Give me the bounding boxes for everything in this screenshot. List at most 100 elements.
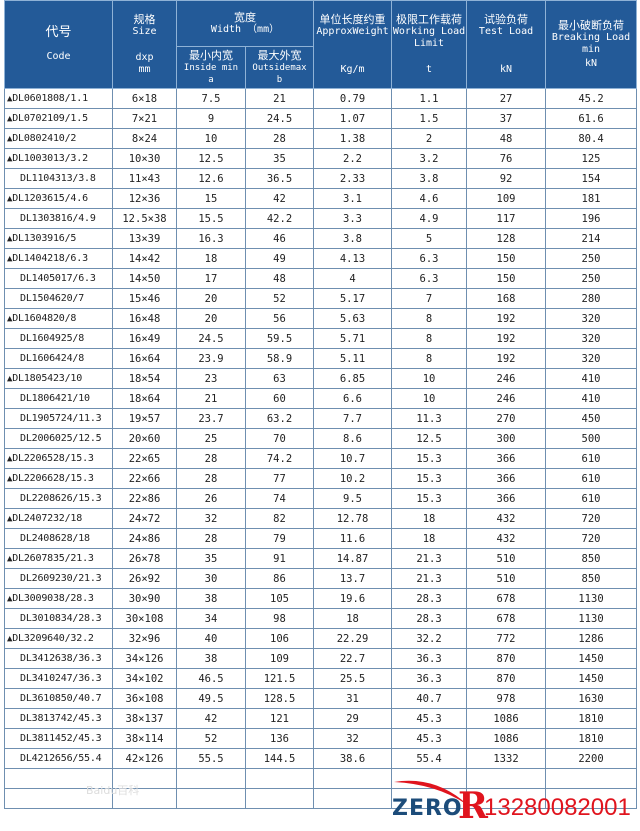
cell-wll: 28.3 xyxy=(391,588,468,609)
table-row: ▲DL2607835/21.3 26×78 35 91 14.87 21.3 510 850 xyxy=(4,548,638,569)
cell-code: DL3813742/45.3 xyxy=(4,708,113,729)
code-text: DL1104313/3.8 xyxy=(20,173,96,184)
cell-code: DL3010834/28.3 xyxy=(4,608,113,629)
cell-wll: 6.3 xyxy=(391,248,468,269)
table-row: ▲DL0702109/1.5 7×21 9 24.5 1.07 1.5 37 61.6 xyxy=(4,108,638,129)
cell-wll: 45.3 xyxy=(391,728,468,749)
triangle-mark-icon: ▲ xyxy=(7,234,13,244)
cell-b: 79 xyxy=(244,528,315,549)
cell-w: 19.6 xyxy=(313,588,393,609)
cell-b: 77 xyxy=(244,468,315,489)
cell-brk: 1450 xyxy=(545,648,638,669)
cell-brk: 45.2 xyxy=(545,88,638,109)
code-text: DL0802410/2 xyxy=(12,133,77,144)
cell-test: 366 xyxy=(466,488,547,509)
cell-size: 13×39 xyxy=(112,228,177,249)
cell-b: 105 xyxy=(244,588,315,609)
cell-size: 36×108 xyxy=(112,688,177,709)
cell-a: 21 xyxy=(176,388,246,409)
cell-w: 6.85 xyxy=(313,368,393,389)
code-text: DL2206628/15.3 xyxy=(12,473,94,484)
cell-wll: 45.3 xyxy=(391,708,468,729)
cell-size: 6×18 xyxy=(112,88,177,109)
table-row: ▲DL0601808/1.1 6×18 7.5 21 0.79 1.1 27 45.2 xyxy=(4,88,638,109)
cell-b: 70 xyxy=(244,428,315,449)
cell-w: 4 xyxy=(313,268,393,289)
code-text: DL3009038/28.3 xyxy=(12,593,94,604)
cell-b: 28 xyxy=(244,128,315,149)
header-code: 代号 Code xyxy=(4,0,113,89)
cell-test: 150 xyxy=(466,248,547,269)
cell-code: DL3610850/40.7 xyxy=(4,688,113,709)
code-text: DL1203615/4.6 xyxy=(12,193,88,204)
triangle-mark-icon: ▲ xyxy=(7,594,13,604)
cell-code: ▲DL1604820/8 xyxy=(4,308,113,329)
cell-size: 14×50 xyxy=(112,268,177,289)
cell-code: DL1405017/6.3 xyxy=(4,268,113,289)
code-text: DL3811452/45.3 xyxy=(20,733,102,744)
cell-code: DL1303816/4.9 xyxy=(4,208,113,229)
cell-size: 16×48 xyxy=(112,308,177,329)
triangle-mark-icon: ▲ xyxy=(7,454,13,464)
cell-b: 59.5 xyxy=(244,328,315,349)
cell-code: DL2408628/18 xyxy=(4,528,113,549)
header-breaking-load: 最小破断负荷 Breaking Load min kN xyxy=(545,0,638,89)
cell-w: 7.7 xyxy=(313,408,393,429)
cell-test: 1086 xyxy=(466,708,547,729)
cell-w: 5.71 xyxy=(313,328,393,349)
cell-w: 2.33 xyxy=(313,168,393,189)
phone-number: 13280082001 xyxy=(484,794,631,821)
cell-w: 12.78 xyxy=(313,508,393,529)
cell-a: 23.7 xyxy=(176,408,246,429)
cell-wll: 8 xyxy=(391,308,468,329)
cell-wll: 10 xyxy=(391,388,468,409)
cell-code: DL4212656/55.4 xyxy=(4,748,113,769)
cell-wll: 28.3 xyxy=(391,608,468,629)
logo-letter: R xyxy=(458,785,488,827)
cell-w: 38.6 xyxy=(313,748,393,769)
cell-test: 870 xyxy=(466,668,547,689)
cell-b: 63.2 xyxy=(244,408,315,429)
cell-wll: 40.7 xyxy=(391,688,468,709)
cell-w: 29 xyxy=(313,708,393,729)
table-row: ▲DL2206628/15.3 22×66 28 77 10.2 15.3 366 610 xyxy=(4,468,638,489)
cell-wll: 21.3 xyxy=(391,548,468,569)
cell-test: 366 xyxy=(466,468,547,489)
cell-test: 366 xyxy=(466,448,547,469)
cell-size: 14×42 xyxy=(112,248,177,269)
cell-size: 22×66 xyxy=(112,468,177,489)
empty-cell xyxy=(176,768,246,789)
triangle-mark-icon: ▲ xyxy=(7,514,13,524)
code-text: DL1805423/10 xyxy=(12,373,83,384)
cell-brk: 1286 xyxy=(545,628,638,649)
brand-logo: ZERO R 13280082001 xyxy=(392,778,637,828)
cell-a: 20 xyxy=(176,288,246,309)
cell-brk: 320 xyxy=(545,328,638,349)
triangle-mark-icon: ▲ xyxy=(7,154,13,164)
cell-wll: 3.2 xyxy=(391,148,468,169)
code-text: DL1604820/8 xyxy=(12,313,77,324)
cell-code: DL1905724/11.3 xyxy=(4,408,113,429)
cell-code: ▲DL3009038/28.3 xyxy=(4,588,113,609)
code-text: DL2408628/18 xyxy=(20,533,90,544)
cell-brk: 80.4 xyxy=(545,128,638,149)
empty-row xyxy=(4,768,638,789)
cell-b: 91 xyxy=(244,548,315,569)
cell-brk: 1810 xyxy=(545,708,638,729)
cell-a: 46.5 xyxy=(176,668,246,689)
cell-b: 42.2 xyxy=(244,208,315,229)
cell-w: 2.2 xyxy=(313,148,393,169)
code-text: DL1003013/3.2 xyxy=(12,153,88,164)
cell-code: DL1604925/8 xyxy=(4,328,113,349)
empty-cell xyxy=(313,768,393,789)
cell-brk: 720 xyxy=(545,528,638,549)
code-text: DL3412638/36.3 xyxy=(20,653,102,664)
cell-b: 136 xyxy=(244,728,315,749)
cell-wll: 15.3 xyxy=(391,488,468,509)
cell-a: 38 xyxy=(176,588,246,609)
cell-test: 772 xyxy=(466,628,547,649)
spec-table: 代号 Code 规格 Size dxp mm 宽度 Width （mm） 单位长度约重 A… xyxy=(4,0,638,809)
cell-brk: 610 xyxy=(545,448,638,469)
cell-w: 4.13 xyxy=(313,248,393,269)
header-wll: 极限工作载荷 Working Load Limit t xyxy=(391,0,468,89)
